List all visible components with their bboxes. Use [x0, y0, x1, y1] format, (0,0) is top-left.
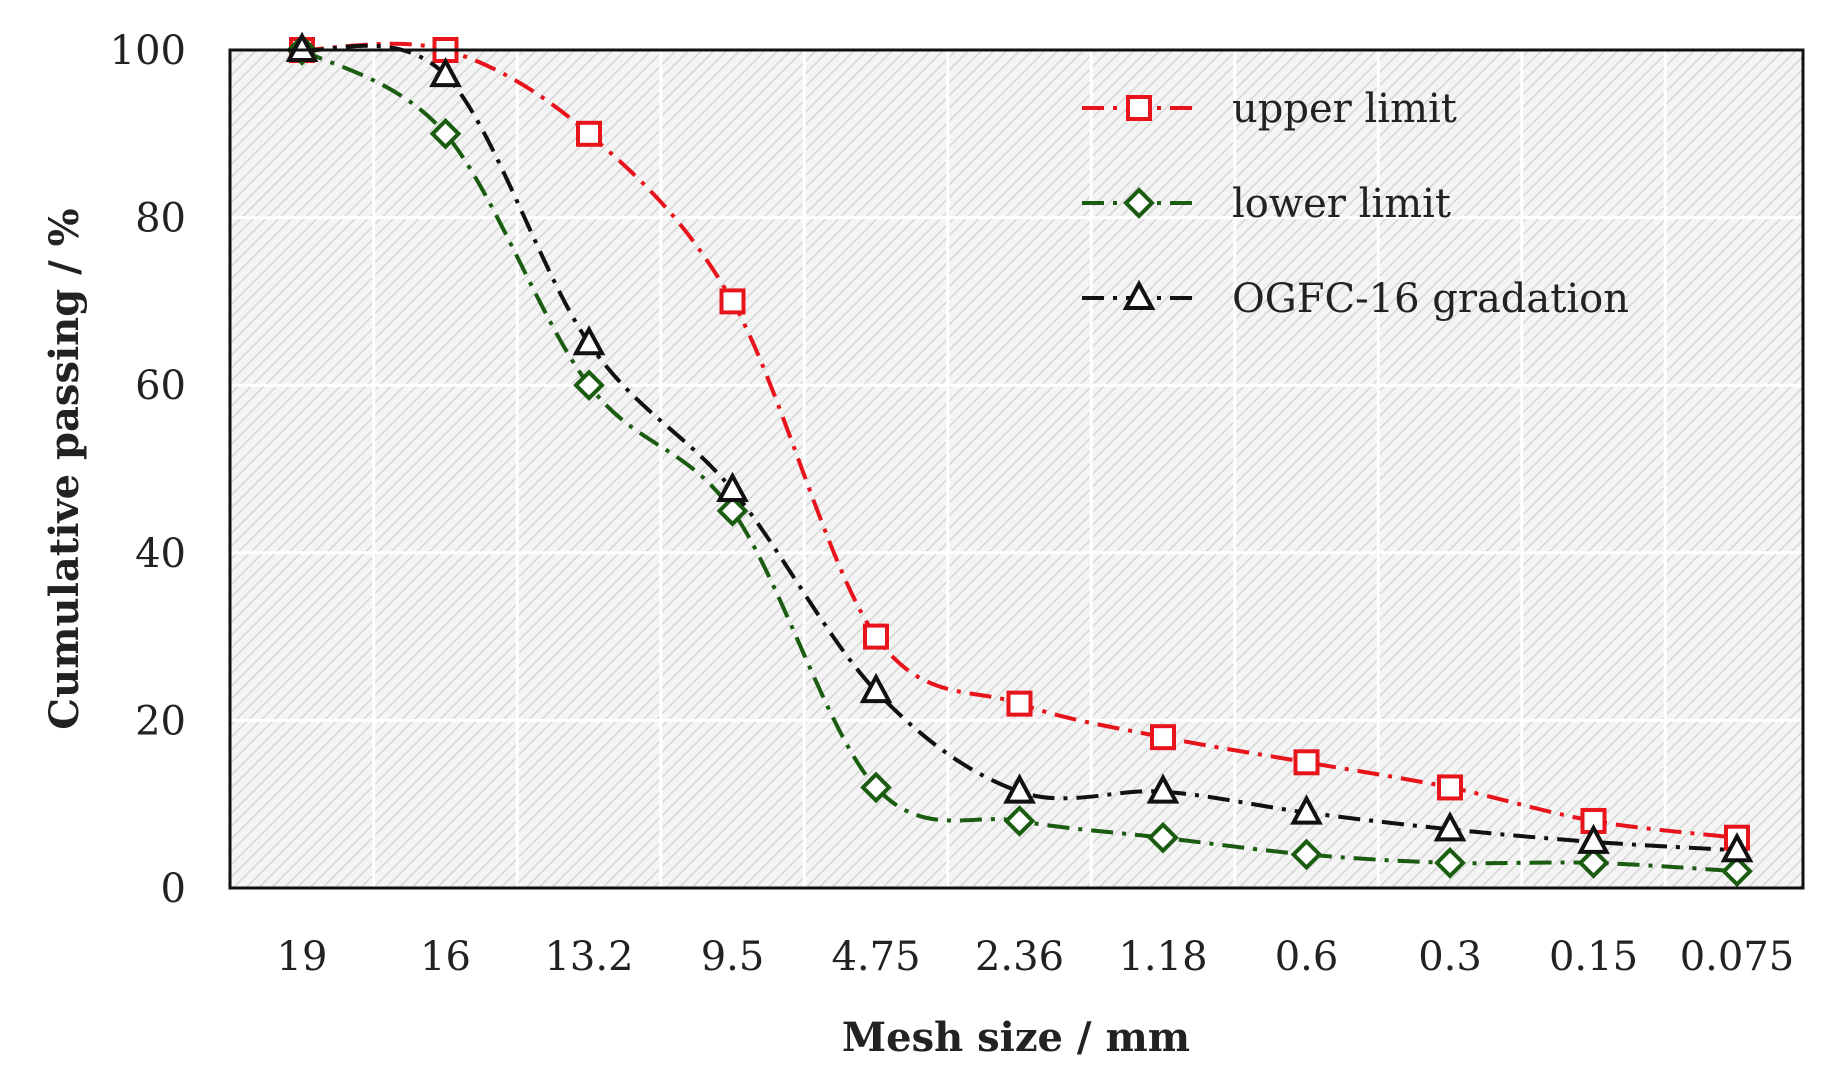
- y-tick-label: 0: [161, 866, 186, 912]
- x-tick-label: 0.15: [1549, 934, 1638, 980]
- x-tick-label: 16: [420, 934, 471, 980]
- data-point: [576, 120, 602, 147]
- x-tick-label: 0.3: [1418, 934, 1482, 980]
- y-tick-label: 60: [135, 363, 186, 409]
- data-point: [572, 325, 606, 356]
- data-point: [1003, 805, 1036, 837]
- x-tick-label: 19: [277, 934, 328, 980]
- legend-item: upper limit: [1082, 86, 1457, 132]
- legend-marker: [1123, 187, 1155, 219]
- x-tick-label: 1.18: [1118, 934, 1207, 980]
- legend-item: OGFC-16 gradation: [1082, 276, 1629, 322]
- y-tick-label: 20: [135, 698, 186, 744]
- data-point: [863, 623, 889, 650]
- x-tick-label: 13.2: [544, 934, 633, 980]
- data-point: [285, 31, 319, 62]
- y-tick-label: 80: [135, 196, 186, 242]
- series-0: [289, 37, 1750, 851]
- plot-area: [230, 50, 1803, 888]
- series-line: [301, 43, 1738, 853]
- x-tick-label: 4.75: [831, 934, 920, 980]
- series-1: [286, 34, 1753, 888]
- data-point: [1434, 847, 1466, 879]
- series-2: [285, 31, 1754, 863]
- data-point: [1150, 724, 1176, 751]
- data-point: [1720, 832, 1754, 863]
- data-point: [1293, 749, 1320, 776]
- x-tick-label: 0.075: [1680, 934, 1795, 980]
- data-point: [1433, 811, 1467, 842]
- data-point: [716, 471, 749, 502]
- y-tick-labels: 0 20 40 60 80 100: [110, 28, 186, 912]
- y-tick-label: 40: [135, 531, 186, 577]
- series-layer: [285, 31, 1754, 888]
- legend-label: upper limit: [1232, 86, 1457, 132]
- legend-label: OGFC-16 gradation: [1232, 276, 1629, 322]
- data-point: [859, 672, 893, 704]
- x-tick-label: 9.5: [701, 934, 765, 980]
- data-point: [1006, 690, 1033, 717]
- data-point: [1577, 847, 1610, 879]
- y-tick-label: 100: [110, 28, 186, 74]
- legend-marker: [1126, 95, 1152, 121]
- legend-item: lower limit: [1082, 181, 1451, 227]
- data-point: [716, 495, 749, 527]
- legend: upper limit lower limit OGFC-16 gradation: [1082, 86, 1629, 322]
- y-axis-title: Cumulative passing / %: [41, 208, 88, 729]
- x-tick-label: 2.36: [975, 934, 1064, 980]
- data-point: [573, 369, 605, 402]
- grid-lines: [230, 50, 1803, 888]
- x-axis-title: Mesh size / mm: [842, 1014, 1190, 1061]
- legend-marker: [1122, 279, 1156, 310]
- data-point: [1290, 838, 1323, 871]
- data-point: [1003, 773, 1036, 804]
- series-line: [301, 41, 1738, 840]
- data-point: [429, 117, 462, 150]
- legend-label: lower limit: [1232, 181, 1451, 227]
- data-point: [860, 771, 892, 804]
- data-point: [719, 288, 746, 315]
- x-tick-labels: 19 16 13.2 9.5 4.75 2.36 1.18 0.6 0.3 0.15 0.075: [277, 934, 1795, 980]
- data-point: [1577, 823, 1610, 854]
- data-point: [1437, 774, 1463, 801]
- data-point: [1146, 773, 1180, 804]
- x-tick-label: 0.6: [1275, 934, 1339, 980]
- data-point: [1721, 855, 1753, 888]
- data-point: [1290, 794, 1323, 825]
- data-point: [429, 56, 462, 88]
- data-point: [1147, 821, 1179, 854]
- plot-frame: [228, 48, 1805, 890]
